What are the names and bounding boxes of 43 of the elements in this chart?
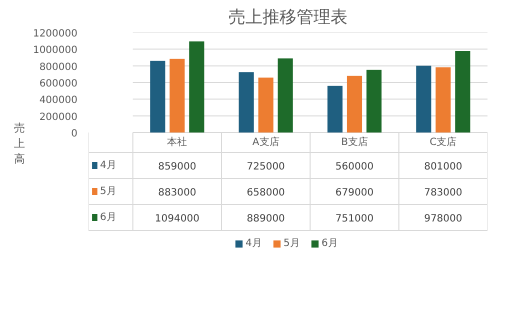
data-label: 801000 xyxy=(424,162,462,172)
bar xyxy=(416,66,432,132)
y-axis-title: 売上高 xyxy=(14,121,25,166)
text: 4月 xyxy=(246,238,262,249)
text: 6月 xyxy=(100,212,116,223)
data-label: 751000 xyxy=(335,214,374,224)
bar xyxy=(455,51,470,132)
bar xyxy=(278,58,293,132)
x-tick-label: 本社 xyxy=(167,136,188,148)
data-label: 883000 xyxy=(158,188,196,198)
chart-title: 売上推移管理表 xyxy=(228,8,348,28)
bar xyxy=(346,76,362,132)
data-label: 658000 xyxy=(246,188,285,198)
y-tick-label: 0 xyxy=(71,128,78,140)
y-tick-label: 1200000 xyxy=(32,28,78,40)
data-label: 978000 xyxy=(424,214,462,224)
bar xyxy=(366,70,382,132)
legend-label: 4月 xyxy=(100,160,116,171)
data-label: 783000 xyxy=(424,188,462,198)
x-tick-label: B支店 xyxy=(341,136,368,148)
legend-label: 5月 xyxy=(100,186,116,197)
data-label: 679000 xyxy=(335,188,374,198)
bar xyxy=(258,78,274,132)
text: 5月 xyxy=(284,238,300,249)
bar xyxy=(189,41,204,132)
y-tick-label: 200000 xyxy=(39,112,78,123)
data-label: 1094000 xyxy=(154,214,200,224)
bar xyxy=(436,67,451,132)
legend-label: 6月 xyxy=(322,237,339,250)
bar xyxy=(327,86,343,132)
x-tick-label: C支店 xyxy=(430,136,457,148)
bar xyxy=(150,60,166,132)
bar xyxy=(238,72,254,132)
x-tick-label: A支店 xyxy=(252,136,280,148)
data-label: 889000 xyxy=(246,214,285,224)
data-label: 859000 xyxy=(158,162,196,172)
y-tick-label: 1000000 xyxy=(32,45,78,56)
y-tick-label: 400000 xyxy=(39,95,78,106)
y-tick-label: 600000 xyxy=(39,78,78,90)
bar xyxy=(170,58,185,132)
data-label: 560000 xyxy=(335,162,374,172)
data-label: 725000 xyxy=(246,162,285,172)
y-tick-label: 800000 xyxy=(39,62,78,73)
